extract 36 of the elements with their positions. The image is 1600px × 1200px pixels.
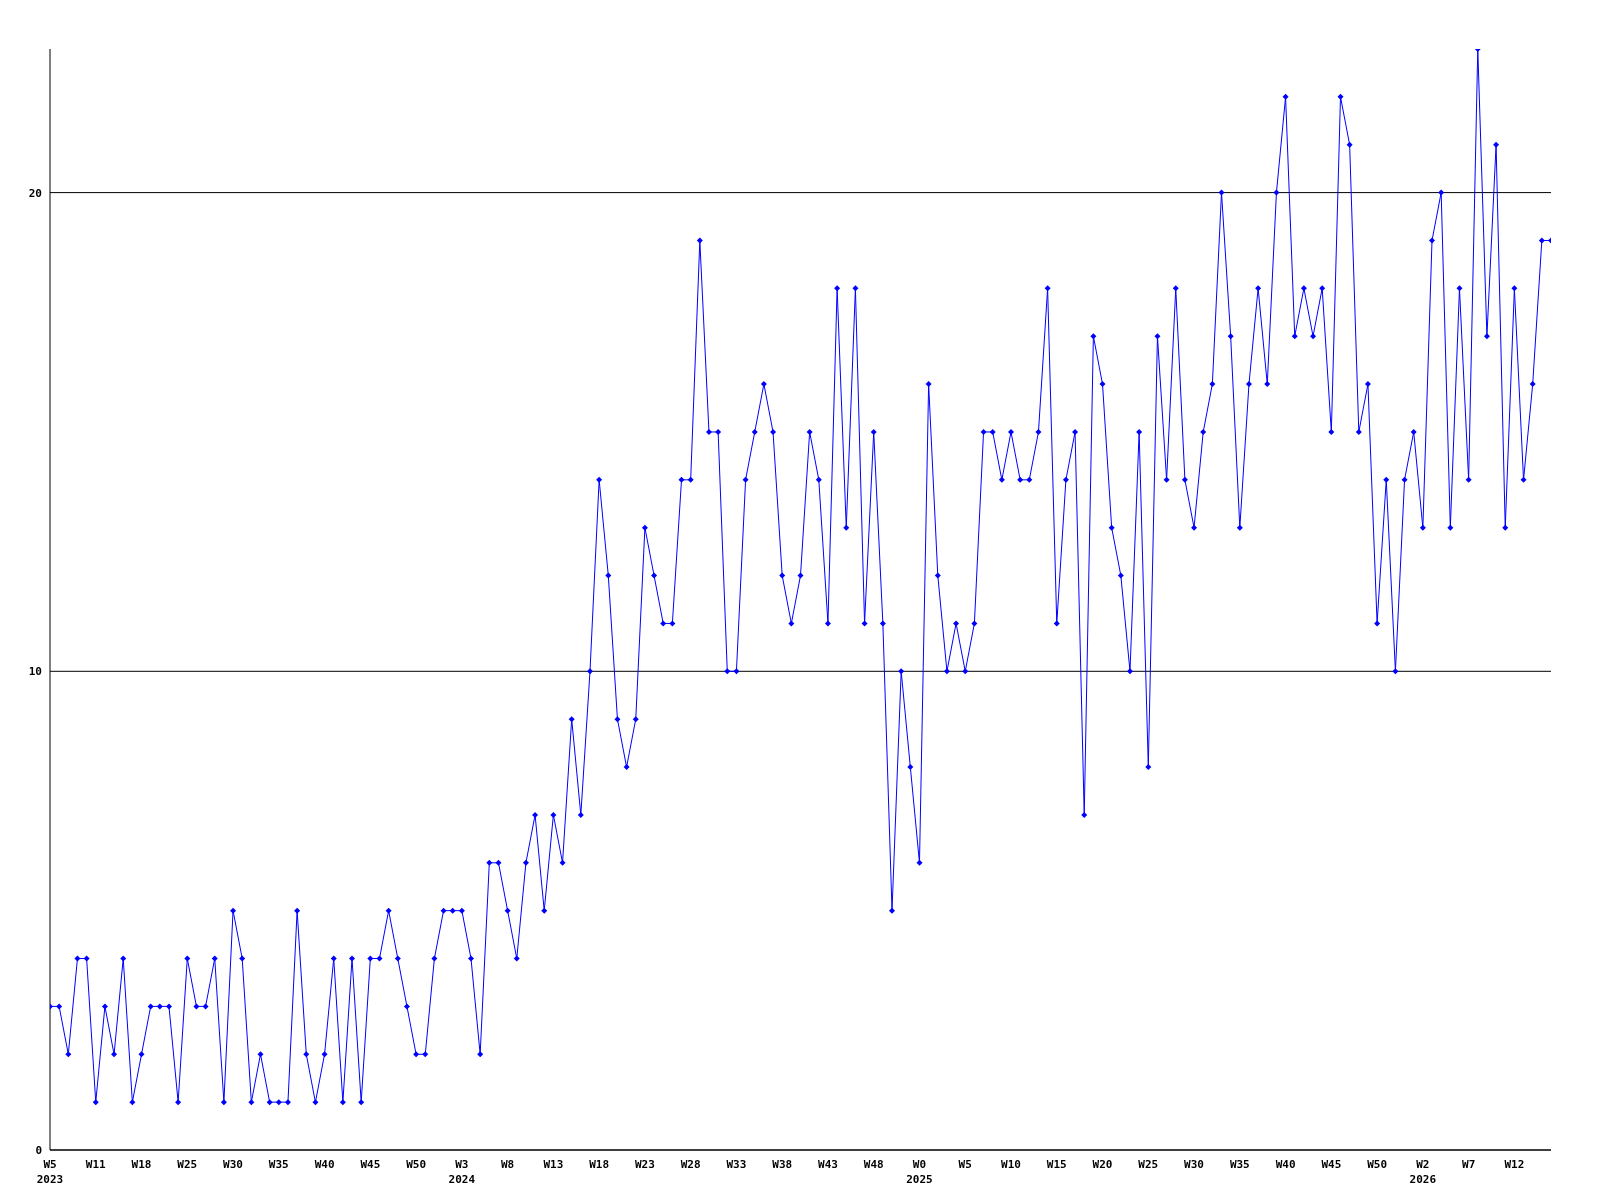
x-tick-label: W50 [1367, 1158, 1388, 1171]
x-tick-label: W33 [726, 1158, 747, 1171]
x-tick-label: W11 [85, 1158, 107, 1171]
x-tick-label: W12 [1504, 1158, 1525, 1171]
x-tick-label: W7 [1462, 1158, 1476, 1171]
x-tick-label: W20 [1092, 1158, 1113, 1171]
y-tick-label: 20 [28, 186, 42, 200]
x-tick-label: W8 [501, 1158, 515, 1171]
x-tick-label: W30 [223, 1158, 243, 1171]
x-tick-label: W3 2024 [448, 1158, 476, 1186]
x-tick-label: W5 2023 [36, 1158, 64, 1186]
x-tick-label: W45 [1321, 1158, 1342, 1171]
y-tick-label: 10 [28, 665, 42, 679]
x-tick-label: W40 [314, 1158, 335, 1171]
x-tick-label: W28 [680, 1158, 701, 1171]
x-tick-label: W25 [177, 1158, 198, 1171]
x-tick-label: W18 [131, 1158, 152, 1171]
x-tick-label: W35 [1229, 1158, 1250, 1171]
x-tick-label: W0 2025 [906, 1158, 933, 1186]
x-tick-label: W48 [863, 1158, 884, 1171]
x-tick-label: W40 [1275, 1158, 1296, 1171]
y-tick-label: 0 [35, 1143, 42, 1157]
x-tick-label: W30 [1184, 1158, 1204, 1171]
x-tick-label: W50 [406, 1158, 427, 1171]
x-tick-label: W38 [772, 1158, 793, 1171]
x-tick-label: W13 [543, 1158, 564, 1171]
x-tick-label: W43 [818, 1158, 838, 1171]
x-tick-label: W35 [268, 1158, 289, 1171]
x-tick-label: W15 [1046, 1158, 1067, 1171]
x-tick-label: W18 [589, 1158, 610, 1171]
x-tick-label: W45 [360, 1158, 381, 1171]
x-tick-label: W23 [634, 1158, 655, 1171]
x-tick-label: W10 [1001, 1158, 1021, 1171]
x-tick-label: W5 [958, 1158, 972, 1171]
x-tick-label: W2 2026 [1409, 1158, 1437, 1186]
x-tick-label: W25 [1138, 1158, 1159, 1171]
